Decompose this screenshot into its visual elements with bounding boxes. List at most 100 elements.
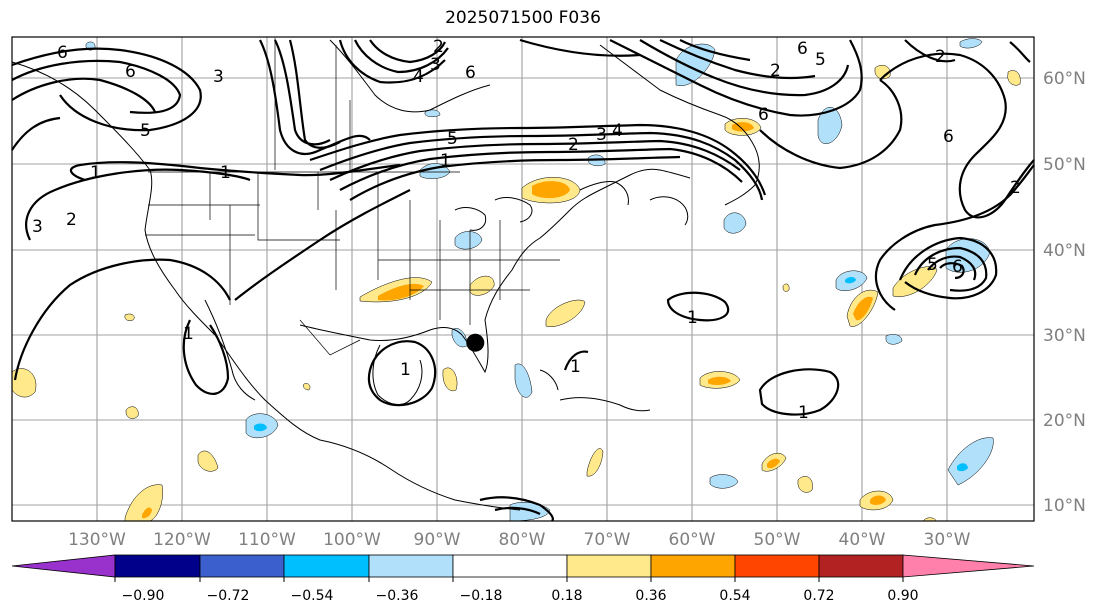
contour-label: 1 xyxy=(183,324,194,344)
contour-label: 6 xyxy=(797,39,808,59)
graticule xyxy=(12,37,1034,521)
lat-label: 30°N xyxy=(1043,326,1086,346)
colorbar-tick-label: 0.54 xyxy=(719,588,750,604)
colorbar-segment xyxy=(199,554,285,578)
positive-patch xyxy=(125,406,139,419)
colorbar-tick-label: −0.90 xyxy=(122,588,165,604)
colorbar-segment xyxy=(283,554,370,578)
positive-patch xyxy=(124,484,163,522)
negative-patch xyxy=(817,107,843,144)
contour-label: 6 xyxy=(57,43,68,63)
colorbar-segment xyxy=(734,554,820,578)
contour-label: 1 xyxy=(440,151,451,171)
contour-label: 6 xyxy=(125,62,136,82)
contour-label: 6 xyxy=(952,257,963,277)
colorbar-tick-label: 0.18 xyxy=(551,588,582,604)
positive-core xyxy=(378,283,424,301)
contour-labels: 6 6 3 5 1 1 3 2 4 3 6 2 5 1 2 3 4 6 5 2 … xyxy=(32,37,1021,423)
contour-label: 1 xyxy=(687,308,698,328)
positive-patch xyxy=(545,299,586,328)
negative-core xyxy=(254,423,267,432)
positive-core xyxy=(870,495,886,505)
contour-label: 3 xyxy=(430,55,441,75)
contour-label: 1 xyxy=(90,163,101,183)
longitude-labels: 130°W 120°W 110°W 100°W 90°W 80°W 70°W 6… xyxy=(68,530,971,550)
colorbar-ticks xyxy=(114,577,904,582)
contour-label: 2 xyxy=(433,37,444,57)
colorbar: −0.90 −0.72 −0.54 −0.36 −0.18 0.18 0.36 … xyxy=(11,554,1035,604)
contour-lines xyxy=(11,38,1035,522)
colorbar-tick-label: −0.72 xyxy=(207,588,250,604)
positive-patch xyxy=(469,275,495,296)
lon-label: 130°W xyxy=(68,530,126,550)
positive-patch xyxy=(797,476,813,493)
positive-patch xyxy=(303,383,311,391)
contour-label: 1 xyxy=(570,357,581,377)
positive-core xyxy=(853,296,873,321)
lat-label: 50°N xyxy=(1043,155,1086,175)
colorbar-tick-label: −0.18 xyxy=(460,588,503,604)
negative-core xyxy=(957,463,968,472)
lon-label: 80°W xyxy=(499,530,546,550)
contour-label: 6 xyxy=(758,105,769,125)
colorbar-tick-label: 0.36 xyxy=(635,588,666,604)
lon-label: 50°W xyxy=(754,530,801,550)
contour-label: 5 xyxy=(140,121,151,141)
colorbar-segment xyxy=(566,554,652,578)
positive-core xyxy=(767,458,780,469)
negative-patch xyxy=(514,363,533,398)
lon-label: 40°W xyxy=(839,530,886,550)
lon-label: 30°W xyxy=(924,530,971,550)
lat-label: 40°N xyxy=(1043,241,1086,261)
lon-label: 120°W xyxy=(153,530,211,550)
colorbar-segment xyxy=(452,554,568,578)
contour-label: 6 xyxy=(465,63,476,83)
colorbar-tick-label: 0.72 xyxy=(803,588,834,604)
colorbar-right-arrow xyxy=(902,554,1035,578)
contour-label: 1 xyxy=(400,360,411,380)
contour-label: 2 xyxy=(1010,178,1021,198)
contour-label: 2 xyxy=(66,210,77,230)
negative-patch xyxy=(675,43,716,87)
lon-label: 60°W xyxy=(669,530,716,550)
negative-core xyxy=(845,277,856,284)
contour-label: 5 xyxy=(927,255,938,275)
contour-label: 6 xyxy=(943,127,954,147)
positive-patch xyxy=(892,266,938,297)
point-marker xyxy=(466,333,485,352)
contour-label: 4 xyxy=(413,67,424,87)
negative-patch xyxy=(424,109,441,118)
lon-label: 90°W xyxy=(414,530,461,550)
lon-label: 70°W xyxy=(584,530,631,550)
colorbar-segment xyxy=(650,554,736,578)
negative-patch xyxy=(782,283,790,292)
negative-patch xyxy=(723,212,747,234)
colorbar-segment xyxy=(818,554,904,578)
contour-label: 1 xyxy=(220,163,231,183)
map-title: 2025071500 F036 xyxy=(445,8,601,28)
contour-label: 3 xyxy=(32,217,43,237)
negative-patch xyxy=(885,334,903,345)
colorbar-segment xyxy=(114,554,201,578)
negative-patch xyxy=(959,38,983,49)
positive-patch xyxy=(586,448,604,477)
contour-label: 2 xyxy=(935,47,946,67)
positive-patch xyxy=(1007,70,1021,86)
negative-patch xyxy=(709,474,739,489)
lat-label: 60°N xyxy=(1043,69,1086,89)
contour-label: 5 xyxy=(815,50,826,70)
contour-label: 2 xyxy=(568,135,579,155)
positive-patch xyxy=(124,313,135,321)
political-borders xyxy=(145,38,560,356)
positive-core xyxy=(142,507,152,519)
lat-label: 10°N xyxy=(1043,496,1086,516)
lat-label: 20°N xyxy=(1043,411,1086,431)
colorbar-left-arrow xyxy=(11,554,116,578)
contour-label: 3 xyxy=(213,67,224,87)
colorbar-tick-label: −0.36 xyxy=(376,588,419,604)
map-frame xyxy=(11,36,1035,522)
positive-core xyxy=(708,376,731,386)
contour-label: 2 xyxy=(770,61,781,81)
lon-label: 110°W xyxy=(238,530,296,550)
